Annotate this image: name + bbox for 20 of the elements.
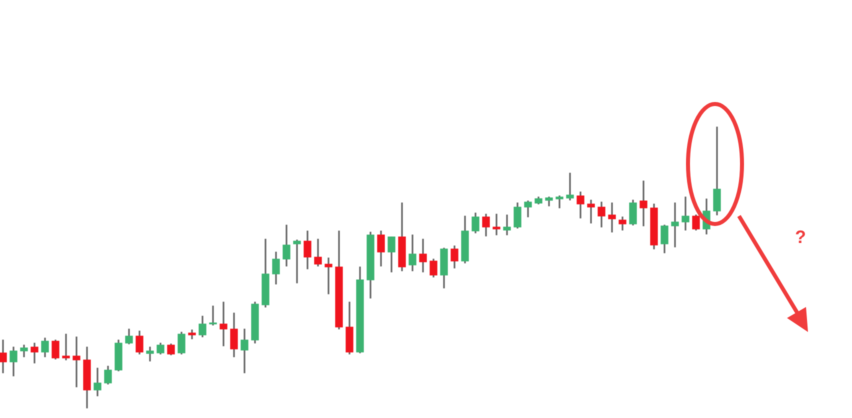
text: ? — [795, 227, 806, 247]
candlestick — [220, 302, 228, 346]
candlestick — [72, 336, 80, 388]
candlestick — [608, 202, 616, 232]
candlestick — [419, 238, 427, 272]
candlestick — [587, 200, 595, 224]
candlestick — [503, 214, 511, 236]
candlestick — [62, 334, 70, 360]
candlestick — [682, 196, 690, 230]
candlestick — [240, 328, 248, 374]
candlestick — [556, 196, 564, 208]
candlestick — [209, 306, 217, 326]
candlestick — [492, 214, 500, 236]
candlestick — [713, 126, 721, 216]
candlestick — [293, 240, 301, 284]
candlestick — [566, 172, 574, 200]
candlestick — [324, 258, 332, 294]
candlestick — [671, 202, 679, 248]
candlestick — [640, 180, 648, 226]
candlestick — [146, 346, 154, 362]
